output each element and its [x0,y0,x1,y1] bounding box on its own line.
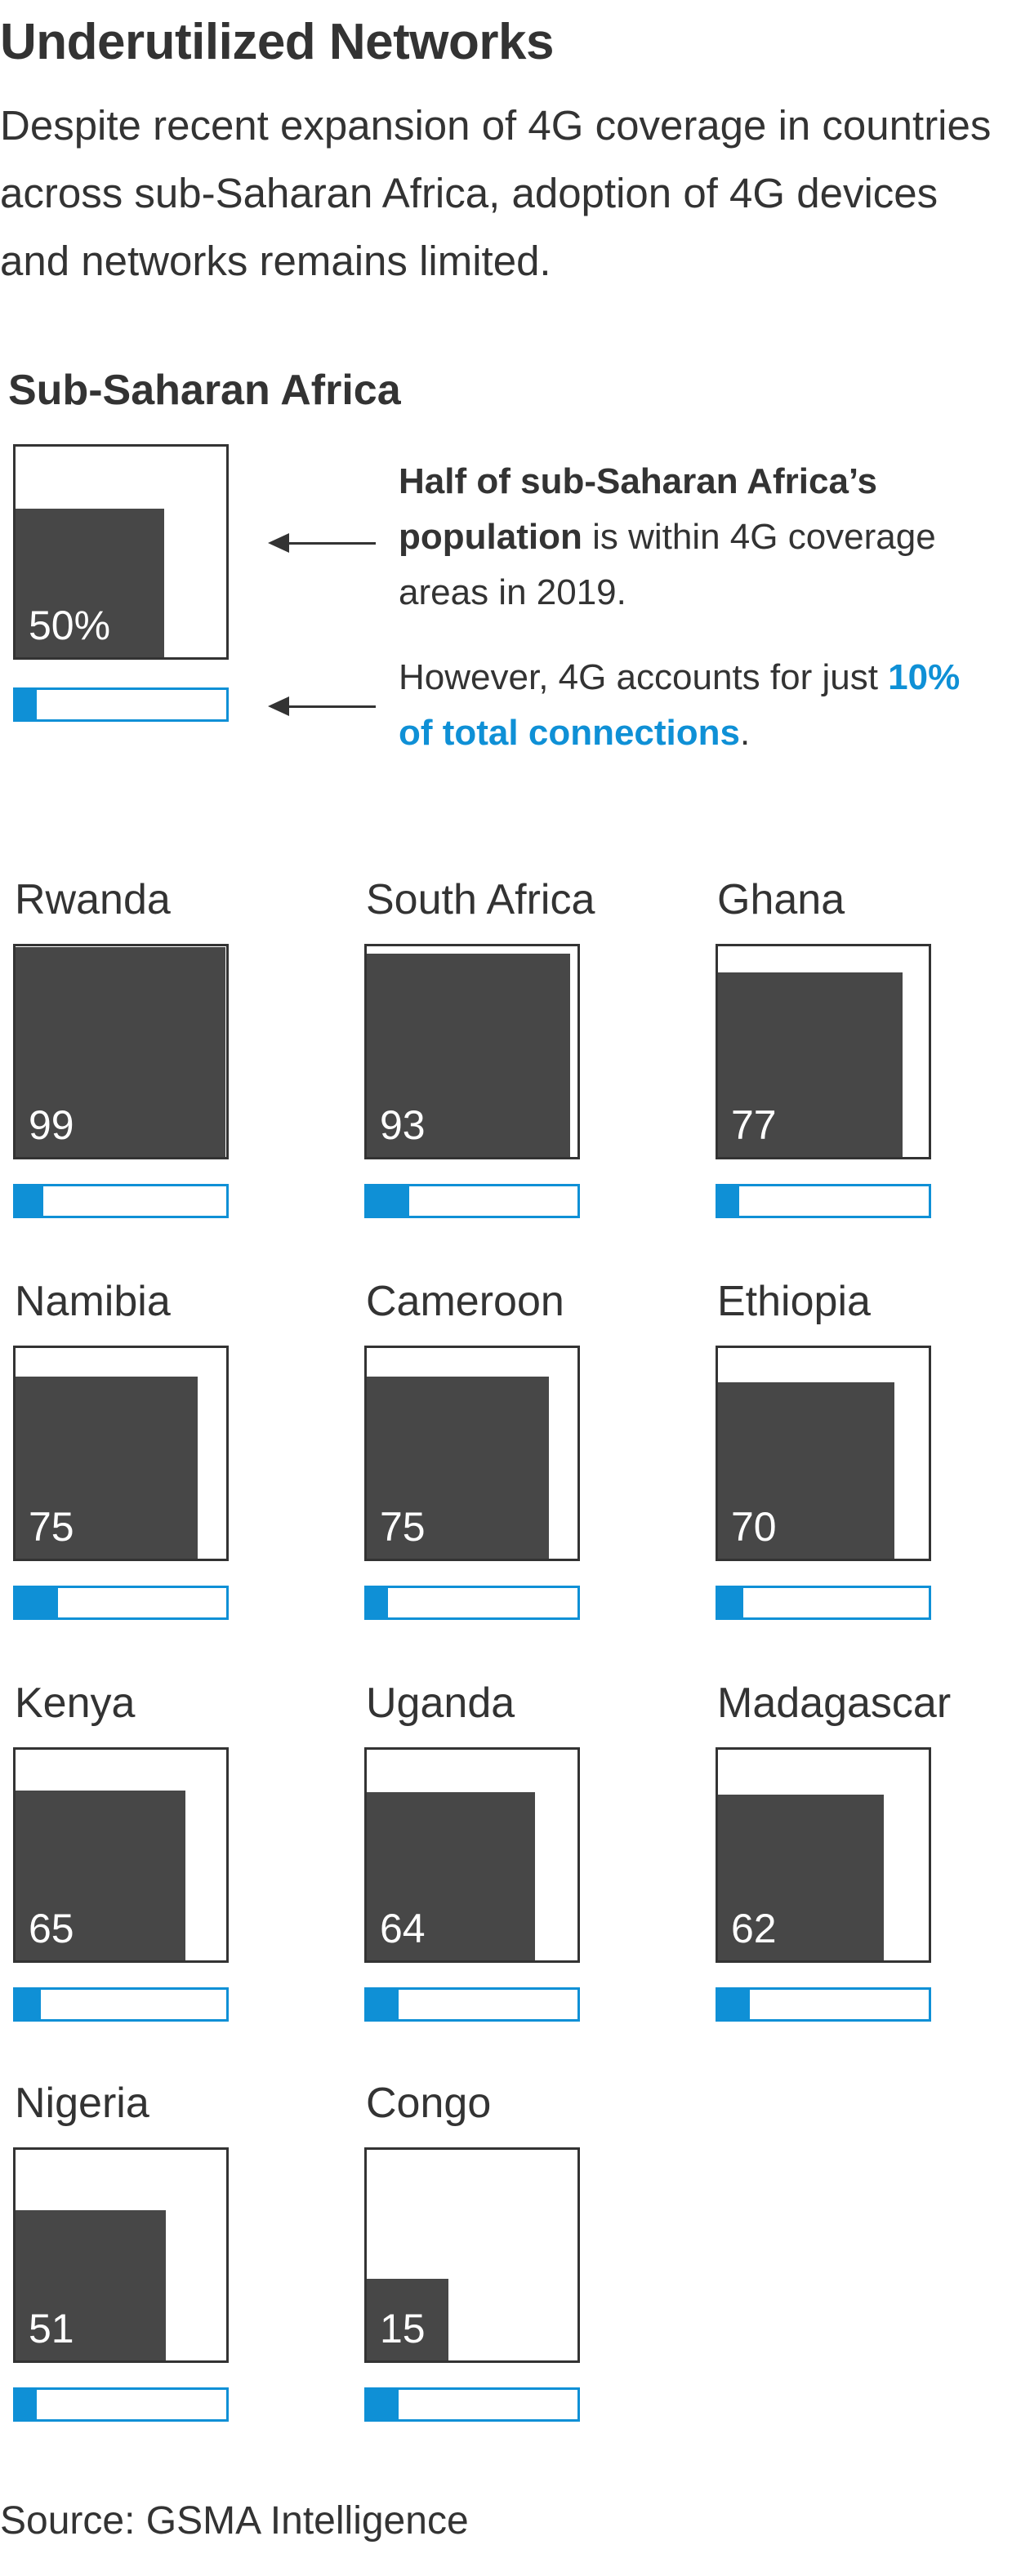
coverage-annotation-bold: Half of sub-Saharan Africa’s population [399,461,877,557]
coverage-square-madagascar: 62 [716,1747,931,1963]
coverage-fill-uganda [367,1792,535,1960]
coverage-value-uganda: 64 [380,1906,426,1951]
coverage-square-kenya: 65 [13,1747,229,1963]
coverage-value-congo: 15 [380,2306,426,2351]
connections-bar-madagascar [716,1987,931,2022]
chart-title: Underutilized Networks [0,14,555,70]
connections-fill-namibia [16,1588,58,1617]
connections-fill-congo [367,2390,399,2419]
region-connections-bar [13,687,229,722]
region-coverage-label: 50% [29,603,111,648]
coverage-fill-namibia [16,1377,198,1559]
coverage-value-rwanda: 99 [29,1102,74,1148]
connections-bar-namibia [13,1586,229,1620]
country-label-uganda: Uganda [366,1680,515,1727]
coverage-fill-congo [367,2279,448,2360]
connections-bar-ghana [716,1184,931,1218]
country-label-south-africa: South Africa [366,876,595,923]
country-label-congo: Congo [366,2080,492,2127]
coverage-value-south-africa: 93 [380,1102,426,1148]
coverage-fill-madagascar [718,1795,884,1960]
country-label-rwanda: Rwanda [15,876,171,923]
coverage-square-ethiopia: 70 [716,1346,931,1561]
chart-subtitle: Despite recent expansion of 4G coverage … [0,102,992,284]
connections-bar-uganda [364,1987,580,2022]
country-label-ghana: Ghana [717,876,845,923]
connections-fill-ethiopia [718,1588,743,1617]
connections-fill-south-africa [367,1186,409,1216]
connections-fill-kenya [16,1990,41,2019]
coverage-square-ghana: 77 [716,944,931,1159]
connections-bar-kenya [13,1987,229,2022]
connections-annotation: However, 4G accounts for just 10% of tot… [399,650,1003,761]
region-connections-fill [16,690,37,719]
connections-bar-congo [364,2387,580,2422]
region-coverage-square: 50% [13,444,229,660]
coverage-square-nigeria: 51 [13,2147,229,2363]
region-coverage-fill [16,509,164,657]
coverage-fill-ghana [718,972,903,1157]
country-label-namibia: Namibia [15,1278,171,1325]
connections-annotation-text: However, 4G accounts for just [399,657,889,697]
source-note: Source: GSMA Intelligence [0,2499,469,2543]
country-label-madagascar: Madagascar [717,1680,952,1727]
connections-fill-nigeria [16,2390,37,2419]
connections-annotation-end: . [740,713,751,753]
connections-bar-south-africa [364,1184,580,1218]
connections-fill-uganda [367,1990,399,2019]
connections-bar-rwanda [13,1184,229,1218]
coverage-square-namibia: 75 [13,1346,229,1561]
left-arrow-icon [268,696,376,716]
coverage-value-ghana: 77 [731,1102,777,1148]
coverage-fill-kenya [16,1791,185,1960]
connections-fill-rwanda [16,1186,43,1216]
coverage-value-ethiopia: 70 [731,1504,777,1550]
coverage-square-congo: 15 [364,2147,580,2363]
region-title: Sub-Saharan Africa [8,367,401,414]
coverage-square-cameroon: 75 [364,1346,580,1561]
coverage-fill-cameroon [367,1377,549,1559]
coverage-square-south-africa: 93 [364,944,580,1159]
country-label-kenya: Kenya [15,1680,136,1727]
country-label-cameroon: Cameroon [366,1278,564,1325]
left-arrow-icon [268,533,376,553]
connections-fill-madagascar [718,1990,750,2019]
coverage-fill-nigeria [16,2210,166,2360]
connections-fill-cameroon [367,1588,388,1617]
coverage-annotation-text: is within 4G coverage areas in 2019. [399,517,936,612]
connections-bar-cameroon [364,1586,580,1620]
connections-annotation-highlight: 10% of total connections [399,657,961,753]
country-label-nigeria: Nigeria [15,2080,149,2127]
connections-bar-ethiopia [716,1586,931,1620]
coverage-fill-south-africa [367,954,570,1157]
coverage-value-kenya: 65 [29,1906,74,1951]
coverage-value-madagascar: 62 [731,1906,777,1951]
coverage-annotation: Half of sub-Saharan Africa’s population … [399,454,1003,621]
connections-fill-ghana [718,1186,739,1216]
coverage-value-namibia: 75 [29,1504,74,1550]
country-label-ethiopia: Ethiopia [717,1278,871,1325]
connections-bar-nigeria [13,2387,229,2422]
coverage-square-rwanda: 99 [13,944,229,1159]
coverage-square-uganda: 64 [364,1747,580,1963]
coverage-fill-rwanda [16,947,225,1157]
coverage-value-cameroon: 75 [380,1504,426,1550]
coverage-fill-ethiopia [718,1382,894,1559]
coverage-value-nigeria: 51 [29,2306,74,2351]
